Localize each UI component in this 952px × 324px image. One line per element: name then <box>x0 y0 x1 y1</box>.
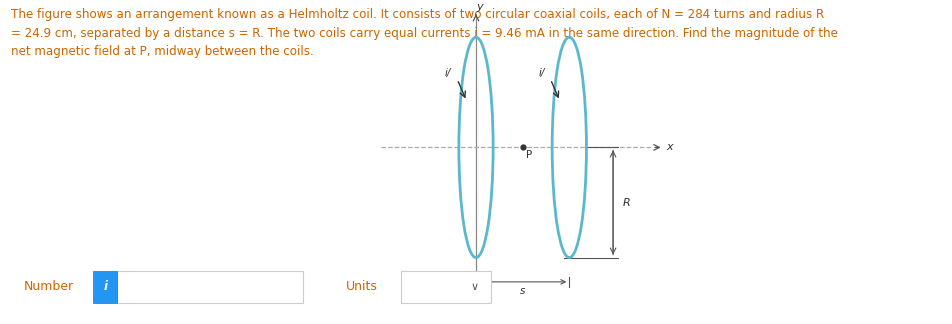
FancyBboxPatch shape <box>117 271 303 303</box>
Text: i/: i/ <box>539 67 545 77</box>
Text: i: i <box>103 280 108 293</box>
Text: ∨: ∨ <box>471 282 479 292</box>
FancyBboxPatch shape <box>93 271 117 303</box>
Text: i/: i/ <box>446 67 451 77</box>
Text: s: s <box>520 286 526 296</box>
Text: Number: Number <box>24 280 74 293</box>
Text: y: y <box>477 2 483 12</box>
Text: x: x <box>666 143 673 152</box>
Text: Units: Units <box>346 280 377 293</box>
FancyBboxPatch shape <box>401 271 491 303</box>
Text: R: R <box>623 198 630 207</box>
Text: P: P <box>526 150 533 160</box>
Text: The figure shows an arrangement known as a Helmholtz coil. It consists of two ci: The figure shows an arrangement known as… <box>11 8 839 58</box>
